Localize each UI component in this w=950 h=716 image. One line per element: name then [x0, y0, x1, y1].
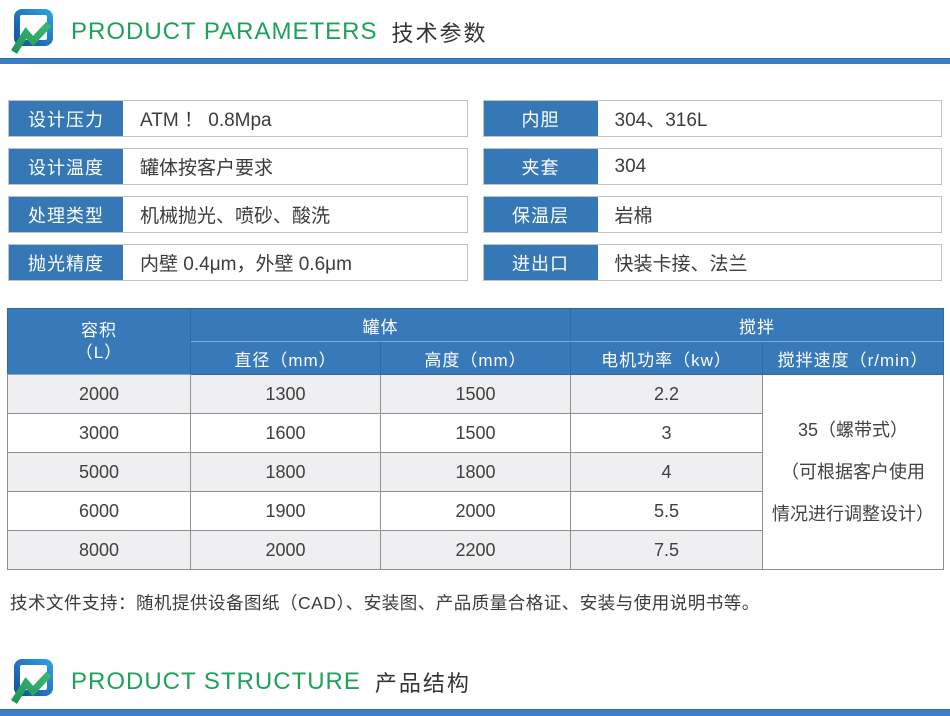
section-title-en: PRODUCT STRUCTURE [71, 668, 361, 695]
spec-row-insulation-layer: 保温层 岩棉 [482, 196, 942, 233]
spec-label: 抛光精度 [9, 245, 123, 280]
cell-motor-power: 5.5 [570, 491, 763, 531]
spec-row-inlet-outlet: 进出口 快装卡接、法兰 [482, 244, 942, 281]
tech-docs-note: 技术文件支持：随机提供设备图纸（CAD）、安装图、产品质量合格证、安装与使用说明… [10, 593, 760, 613]
cell-motor-power: 2.2 [570, 374, 763, 414]
spec-label: 进出口 [483, 245, 598, 280]
cell-diameter: 1800 [190, 452, 381, 492]
cell-volume: 8000 [7, 530, 191, 570]
spec-value: ATM ！ 0.8Mpa [140, 110, 272, 131]
brand-logo-icon [9, 658, 59, 708]
column-header-mix-speed: 搅拌速度（r/min） [762, 341, 944, 375]
spec-row-design-pressure: 设计压力 ATM ！ 0.8Mpa [8, 100, 468, 137]
cell-volume: 5000 [7, 452, 191, 492]
cell-volume: 2000 [7, 374, 191, 414]
table-row: 8000 2000 2200 7.5 [7, 530, 944, 570]
cell-motor-power: 4 [570, 452, 763, 492]
spec-label: 处理类型 [9, 197, 123, 232]
cell-height: 2000 [380, 491, 571, 531]
mix-speed-line: 情况进行调整设计） [772, 504, 934, 524]
column-group-mixing: 搅拌 [570, 308, 944, 342]
column-group-tank: 罐体 [190, 308, 571, 342]
product-structure-header: PRODUCT STRUCTURE 产品结构 [0, 650, 950, 708]
spec-grid: 设计压力 ATM ！ 0.8Mpa 内胆 304、316L 设计温度 罐体按客户… [0, 100, 950, 281]
spec-value: 304、316L [614, 110, 708, 131]
section-title-zh: 产品结构 [374, 671, 471, 696]
spec-label: 保温层 [483, 197, 598, 232]
cell-height: 2200 [380, 530, 571, 570]
section-title-zh: 技术参数 [391, 21, 488, 46]
spec-value: 岩棉 [614, 206, 653, 227]
parameters-table: 容积 （L） 罐体 搅拌 直径（mm） 高度（mm） 电机功率（kw） 搅拌速度… [7, 308, 944, 570]
spec-row-design-temperature: 设计温度 罐体按客户要求 [8, 148, 468, 185]
volume-line1: 容积 [81, 320, 117, 340]
cell-height: 1800 [380, 452, 571, 492]
section-divider [0, 709, 950, 716]
table-row: 5000 1800 1800 4 [7, 452, 944, 492]
cell-volume: 6000 [7, 491, 191, 531]
cell-height: 1500 [380, 374, 571, 414]
cell-diameter: 1900 [190, 491, 381, 531]
spec-value: 304 [614, 155, 647, 177]
spec-label: 设计温度 [9, 149, 123, 184]
spec-value: 机械抛光、喷砂、酸洗 [140, 206, 331, 227]
spec-row-jacket: 夹套 304 [482, 148, 942, 185]
spec-value: 内壁 0.4μm，外壁 0.6μm [140, 254, 352, 275]
spec-value: 罐体按客户要求 [140, 158, 274, 179]
cell-mix-speed-note: 35（螺带式） （可根据客户使用 情况进行调整设计） [762, 374, 944, 570]
spec-label: 设计压力 [9, 101, 123, 136]
mix-speed-line: 35（螺带式） [797, 420, 909, 440]
product-parameters-header: PRODUCT PARAMETERS 技术参数 [0, 0, 950, 58]
cell-volume: 3000 [7, 413, 191, 453]
cell-motor-power: 7.5 [570, 530, 763, 570]
spec-row-treatment-type: 处理类型 机械抛光、喷砂、酸洗 [8, 196, 468, 233]
brand-logo-icon [9, 8, 59, 58]
column-header-diameter: 直径（mm） [190, 341, 381, 375]
section-divider [0, 58, 950, 64]
section-title-en: PRODUCT PARAMETERS [71, 18, 378, 45]
spec-value: 快装卡接、法兰 [614, 254, 748, 275]
column-header-volume: 容积 （L） [7, 308, 191, 375]
cell-height: 1500 [380, 413, 571, 453]
volume-line2: （L） [75, 342, 123, 362]
column-header-motor-power: 电机功率（kw） [570, 341, 763, 375]
spec-label: 内胆 [483, 101, 598, 136]
table-row: 2000 1300 1500 2.2 35（螺带式） （可根据客户使用 情况进行… [7, 374, 944, 570]
spec-row-polish-precision: 抛光精度 内壁 0.4μm，外壁 0.6μm [8, 244, 468, 281]
spec-row-inner-liner: 内胆 304、316L [482, 100, 942, 137]
column-header-height: 高度（mm） [380, 341, 571, 375]
mix-speed-line: （可根据客户使用 [781, 462, 925, 482]
spec-label: 夹套 [483, 149, 598, 184]
cell-motor-power: 3 [570, 413, 763, 453]
cell-diameter: 1600 [190, 413, 381, 453]
cell-diameter: 1300 [190, 374, 381, 414]
cell-diameter: 2000 [190, 530, 381, 570]
